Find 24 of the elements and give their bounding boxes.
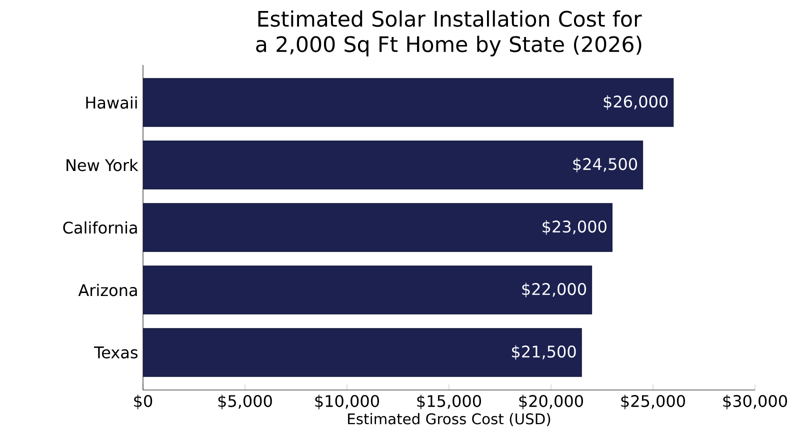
x-tick-label: $10,000 xyxy=(315,394,380,410)
bar xyxy=(143,78,674,127)
x-tick-label: $20,000 xyxy=(519,394,584,410)
data-label: $21,500 xyxy=(512,345,576,360)
x-tick-label: $5,000 xyxy=(218,394,272,410)
x-tick-label: $25,000 xyxy=(621,394,686,410)
y-tick-label: Texas xyxy=(94,346,138,358)
y-tick-label: New York xyxy=(66,158,138,172)
bar xyxy=(143,203,612,252)
x-tick-label: $0 xyxy=(134,394,152,410)
data-label: $23,000 xyxy=(542,220,606,235)
bar xyxy=(143,140,644,190)
x-tick-label: $15,000 xyxy=(417,394,482,410)
data-label: $24,500 xyxy=(573,158,638,172)
x-tick-label: $30,000 xyxy=(723,394,788,410)
bar xyxy=(143,266,592,314)
y-tick-label: Hawaii xyxy=(86,96,137,109)
x-axis-title: Estimated Gross Cost (USD) xyxy=(348,413,550,426)
bar xyxy=(143,328,582,377)
y-tick-label: California xyxy=(63,221,137,234)
data-label: $22,000 xyxy=(522,282,586,298)
data-label: $26,000 xyxy=(604,95,668,110)
chart-title: Estimated Solar Installation Cost for a 2,000 Sq Ft Home by State (2026) xyxy=(256,10,642,56)
y-tick-label: Arizona xyxy=(78,284,137,296)
